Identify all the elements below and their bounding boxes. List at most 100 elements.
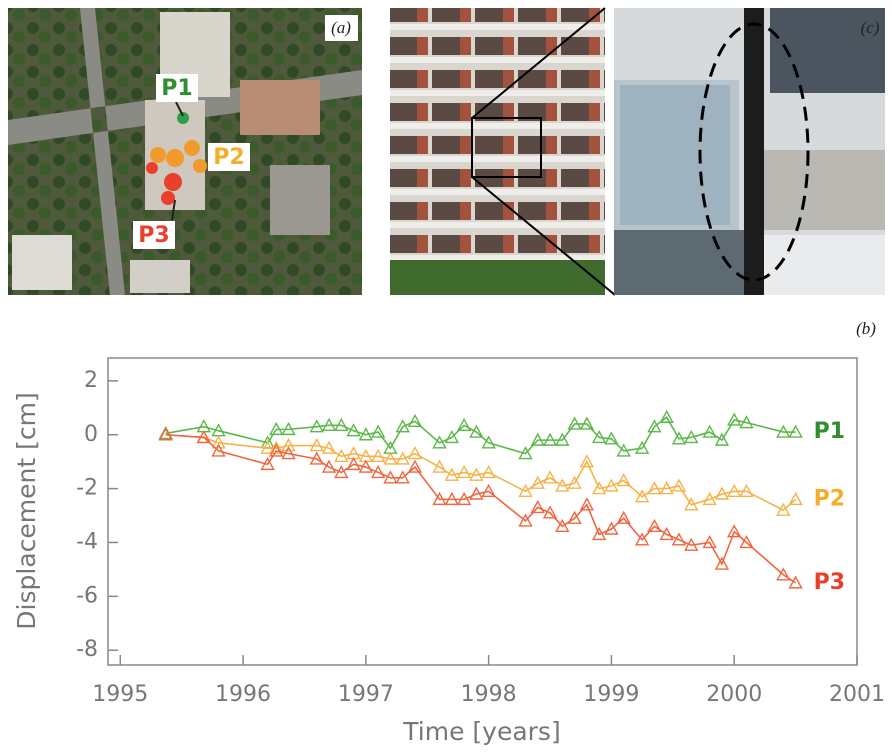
marker <box>579 454 595 468</box>
series-label: P2 <box>814 486 845 511</box>
series-label: P3 <box>814 570 845 595</box>
marker <box>739 415 754 429</box>
marker <box>370 464 386 479</box>
marker <box>211 443 226 457</box>
marker <box>383 470 398 484</box>
marker <box>456 491 472 506</box>
marker <box>309 438 324 452</box>
marker <box>647 518 662 533</box>
y-tick-label: -8 <box>76 637 98 662</box>
marker <box>281 438 296 452</box>
plot-frame <box>107 357 858 666</box>
marker <box>309 419 324 433</box>
marker <box>604 521 619 535</box>
marker <box>260 440 275 454</box>
map-label: P1 <box>161 76 192 101</box>
marker <box>269 421 284 436</box>
series-line <box>165 416 796 455</box>
marker <box>444 467 459 481</box>
marker <box>788 575 803 589</box>
y-tick-label: 0 <box>84 422 98 447</box>
marker <box>634 532 650 546</box>
marker <box>714 486 730 500</box>
map-label: P2 <box>213 145 244 170</box>
marker <box>518 483 533 498</box>
series-line <box>165 433 797 512</box>
marker <box>530 499 545 514</box>
marker <box>776 424 791 438</box>
marker <box>407 459 423 473</box>
panel-label: (a) <box>331 18 351 37</box>
marker <box>334 448 349 462</box>
zoom-photo <box>614 8 885 295</box>
marker <box>788 424 803 438</box>
marker <box>591 481 607 495</box>
marker <box>530 475 545 489</box>
marker <box>158 427 173 441</box>
marker <box>444 429 459 444</box>
marker <box>579 497 595 511</box>
marker <box>788 491 803 506</box>
marker <box>776 567 791 581</box>
marker <box>604 478 619 492</box>
marker <box>727 524 742 538</box>
marker <box>281 421 296 436</box>
marker <box>567 510 582 524</box>
marker <box>671 431 687 445</box>
marker <box>727 483 742 498</box>
marker <box>518 513 533 527</box>
marker <box>714 556 730 570</box>
marker <box>647 481 662 495</box>
marker <box>579 416 595 430</box>
series-line <box>165 433 797 584</box>
marker <box>469 424 484 438</box>
marker <box>542 432 558 446</box>
marker <box>702 535 717 549</box>
marker <box>481 435 496 449</box>
marker <box>395 451 410 465</box>
marker <box>469 467 484 481</box>
marker <box>358 459 374 473</box>
x-axis-label: Time [years] <box>402 717 560 746</box>
x-tick-label: 2001 <box>829 682 885 707</box>
marker <box>481 464 496 479</box>
x-tick-label: 1998 <box>461 682 517 707</box>
marker <box>269 440 284 454</box>
marker <box>634 440 650 454</box>
marker <box>702 424 717 438</box>
y-tick-label: -2 <box>76 476 98 501</box>
marker <box>260 456 275 471</box>
marker <box>591 429 607 444</box>
marker <box>604 431 619 445</box>
marker <box>432 435 447 449</box>
marker <box>542 505 558 519</box>
marker <box>555 432 570 446</box>
marker <box>634 489 650 503</box>
marker <box>659 409 674 423</box>
marker <box>739 535 754 549</box>
y-tick-label: 2 <box>84 368 98 393</box>
marker <box>444 491 459 506</box>
marker <box>269 443 284 457</box>
y-tick-label: -6 <box>76 583 98 608</box>
x-tick-label: 1997 <box>338 682 394 707</box>
x-tick-label: 1999 <box>583 682 639 707</box>
marker <box>407 446 423 460</box>
x-tick-label: 1995 <box>92 682 148 707</box>
marker <box>456 417 472 432</box>
marker <box>346 423 361 437</box>
marker <box>281 446 296 460</box>
marker <box>616 443 631 457</box>
marker <box>321 417 337 432</box>
x-tick-label: 1996 <box>215 682 271 707</box>
marker <box>714 432 730 446</box>
marker <box>567 475 582 489</box>
marker <box>370 424 386 438</box>
marker <box>334 417 349 432</box>
marker <box>432 491 447 506</box>
marker <box>309 451 324 465</box>
marker <box>567 416 582 430</box>
y-tick-label: -4 <box>76 529 98 554</box>
marker <box>383 451 398 465</box>
